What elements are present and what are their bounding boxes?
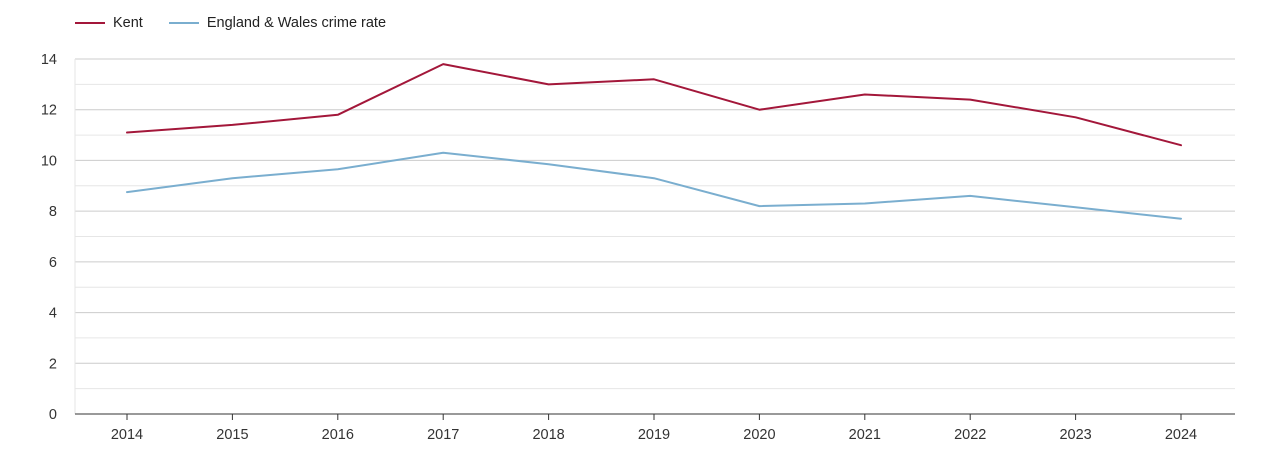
y-tick-label: 6 xyxy=(49,255,57,271)
legend-swatch-england-wales xyxy=(168,22,199,24)
x-tick-label: 2016 xyxy=(322,427,354,443)
y-tick-label: 12 xyxy=(41,103,57,119)
legend-label-kent: Kent xyxy=(113,15,143,31)
x-tick-label: 2018 xyxy=(532,427,564,443)
x-tick-label: 2021 xyxy=(849,427,881,443)
legend-item-england-wales[interactable]: England & Wales crime rate xyxy=(168,15,387,31)
y-tick-label: 4 xyxy=(49,306,57,322)
series-line-england-wales xyxy=(126,151,1182,220)
x-tick-label: 2023 xyxy=(1059,427,1091,443)
x-tick-label: 2022 xyxy=(954,427,986,443)
y-tick-label: 14 xyxy=(41,52,57,68)
y-tick-label: 8 xyxy=(49,204,57,220)
legend-label-england-wales: England & Wales crime rate xyxy=(206,15,387,31)
x-tick-label: 2020 xyxy=(743,427,775,443)
y-tick-label: 0 xyxy=(49,407,57,423)
legend-item-kent[interactable]: Kent xyxy=(75,15,143,31)
x-tick-label: 2024 xyxy=(1165,427,1197,443)
y-tick-label: 10 xyxy=(41,153,57,169)
series-line-kent xyxy=(126,63,1182,147)
x-tick-label: 2017 xyxy=(427,427,459,443)
x-tick-label: 2015 xyxy=(216,427,248,443)
y-tick-label: 2 xyxy=(49,356,57,372)
legend-swatch-kent xyxy=(75,22,105,24)
legend: Kent England & Wales crime rate xyxy=(75,15,412,31)
x-tick-label: 2014 xyxy=(111,427,143,443)
x-tick-label: 2019 xyxy=(638,427,670,443)
